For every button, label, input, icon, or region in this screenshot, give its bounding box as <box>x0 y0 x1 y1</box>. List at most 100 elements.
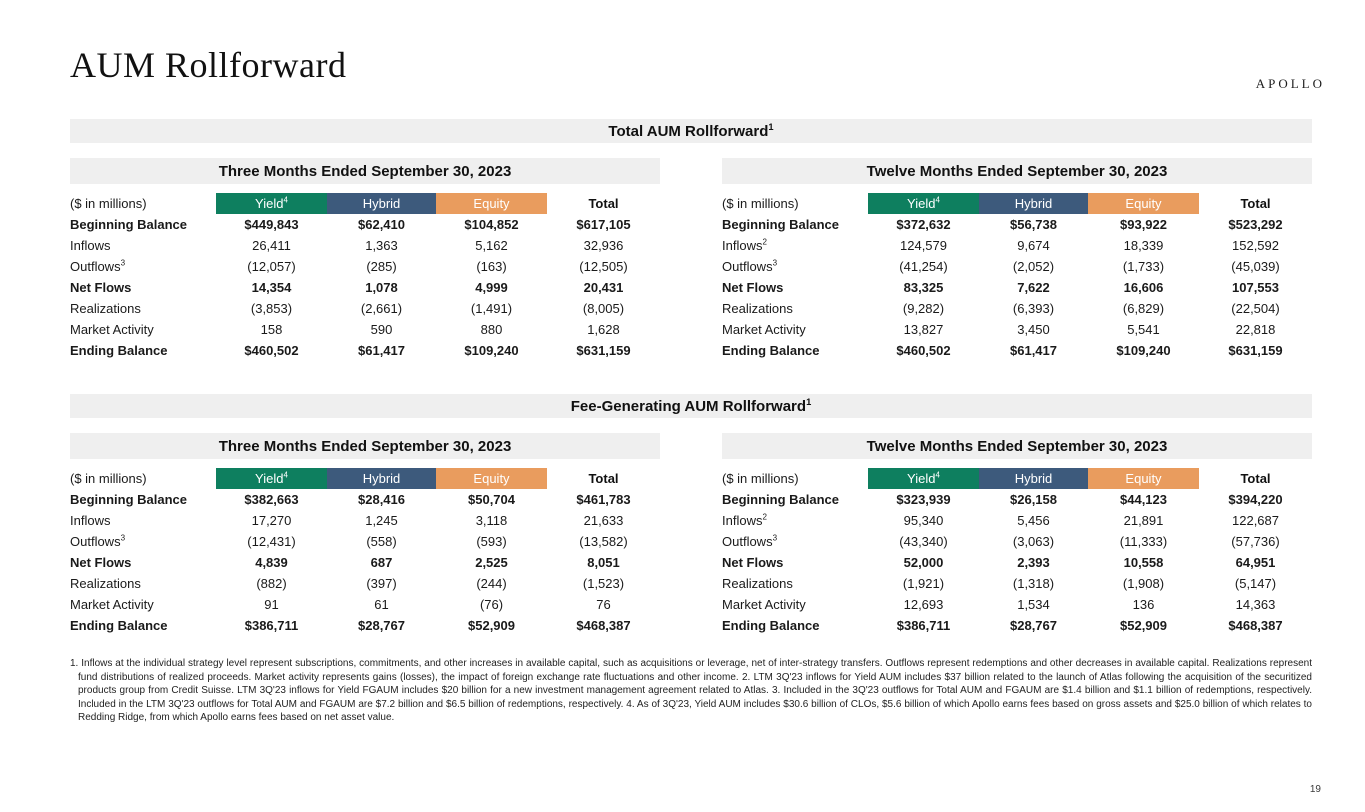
cell-value: $617,105 <box>576 217 631 232</box>
cell-value: $44,123 <box>1120 492 1167 507</box>
cell-value: $631,159 <box>576 343 631 358</box>
table-row: Realizations (3,853) (2,661) (1,491) (8,005) <box>70 298 660 319</box>
cell-value: 83,325 <box>903 280 944 295</box>
column-header: Equity <box>1088 193 1199 214</box>
cell-value: $26,158 <box>1010 492 1057 507</box>
cell-value: 5,456 <box>1017 513 1050 528</box>
row-label: Realizations <box>722 576 793 591</box>
row-label: Realizations <box>722 301 793 316</box>
row-label: Outflows3 <box>722 258 778 274</box>
rollforward-table: ($ in millions) Yield4 Hybrid Equity Total … <box>722 468 1312 636</box>
rollforward-table-block: Three Months Ended September 30, 2023 ($… <box>70 158 660 361</box>
cell-value: $61,417 <box>358 343 405 358</box>
row-label: Beginning Balance <box>70 217 188 232</box>
row-label: Beginning Balance <box>70 492 188 507</box>
table-row: Market Activity 13,827 3,450 5,541 22,818 <box>722 319 1312 340</box>
cell-value: (12,431) <box>247 534 296 549</box>
unit-label: ($ in millions) <box>722 471 799 486</box>
rollforward-table: ($ in millions) Yield4 Hybrid Equity Total … <box>70 468 660 636</box>
cell-value: 5,162 <box>475 238 508 253</box>
column-header: Total <box>588 196 619 211</box>
row-label: Ending Balance <box>722 343 820 358</box>
cell-value: (22,504) <box>1231 301 1280 316</box>
column-header: Equity <box>436 193 547 214</box>
cell-value: (6,393) <box>1012 301 1055 316</box>
cell-value: $61,417 <box>1010 343 1057 358</box>
period-band: Three Months Ended September 30, 2023 <box>70 158 660 184</box>
period-label: Twelve Months Ended September 30, 2023 <box>866 162 1168 180</box>
cell-value: 52,000 <box>903 555 944 570</box>
unit-label: ($ in millions) <box>70 196 147 211</box>
table-row: Net Flows 83,325 7,622 16,606 107,553 <box>722 277 1312 298</box>
cell-value: (11,333) <box>1119 534 1168 549</box>
cell-value: $109,240 <box>464 343 519 358</box>
page-number: 19 <box>1309 784 1321 795</box>
row-label: Market Activity <box>70 597 154 612</box>
rollforward-table-block: Twelve Months Ended September 30, 2023 (… <box>722 433 1312 636</box>
period-band: Twelve Months Ended September 30, 2023 <box>722 433 1312 459</box>
page-title: AUM Rollforward <box>70 45 347 85</box>
cell-value: (6,829) <box>1122 301 1165 316</box>
cell-value: 4,839 <box>255 555 288 570</box>
cell-value: 76 <box>596 597 611 612</box>
cell-value: (1,523) <box>582 576 625 591</box>
rollforward-table-block: Twelve Months Ended September 30, 2023 (… <box>722 158 1312 361</box>
table-row: Ending Balance $386,711 $28,767 $52,909 $468… <box>70 615 660 636</box>
cell-value: (285) <box>366 259 397 274</box>
table-body: Beginning Balance $323,939 $26,158 $44,123 $… <box>722 489 1312 636</box>
cell-value: $631,159 <box>1228 343 1283 358</box>
cell-value: (3,853) <box>250 301 293 316</box>
period-label: Twelve Months Ended September 30, 2023 <box>866 437 1168 455</box>
cell-value: $468,387 <box>1228 618 1283 633</box>
cell-value: (1,733) <box>1122 259 1165 274</box>
row-label: Realizations <box>70 301 141 316</box>
rollforward-table: ($ in millions) Yield4 Hybrid Equity Total … <box>722 193 1312 361</box>
cell-value: (1,921) <box>902 576 945 591</box>
cell-value: 14,363 <box>1235 597 1276 612</box>
section-title-band: Total AUM Rollforward1 <box>70 119 1312 143</box>
cell-value: 7,622 <box>1017 280 1050 295</box>
cell-value: 122,687 <box>1232 513 1279 528</box>
cell-value: 12,693 <box>903 597 944 612</box>
cell-value: (8,005) <box>582 301 625 316</box>
header-row: ($ in millions) Yield4 Hybrid Equity Total <box>722 468 1312 489</box>
unit-label: ($ in millions) <box>70 471 147 486</box>
unit-label: ($ in millions) <box>722 196 799 211</box>
table-row: Realizations (1,921) (1,318) (1,908) (5,147) <box>722 573 1312 594</box>
cell-value: 14,354 <box>251 280 292 295</box>
column-header: Hybrid <box>979 468 1088 489</box>
table-row: Market Activity 12,693 1,534 136 14,363 <box>722 594 1312 615</box>
row-label: Ending Balance <box>70 343 168 358</box>
cell-value: 124,579 <box>900 238 947 253</box>
cell-value: $461,783 <box>576 492 631 507</box>
table-row: Net Flows 52,000 2,393 10,558 64,951 <box>722 552 1312 573</box>
column-header: Hybrid <box>327 193 436 214</box>
row-label: Ending Balance <box>722 618 820 633</box>
cell-value: 8,051 <box>587 555 620 570</box>
cell-value: 136 <box>1132 597 1155 612</box>
cell-value: (593) <box>476 534 507 549</box>
row-label: Inflows2 <box>722 237 767 253</box>
table-row: Outflows3 (41,254) (2,052) (1,733) (45,039) <box>722 256 1312 277</box>
cell-value: 32,936 <box>583 238 624 253</box>
cell-value: (41,254) <box>899 259 948 274</box>
cell-value: 1,534 <box>1017 597 1050 612</box>
footnotes: 1. Inflows at the individual strategy le… <box>70 658 1312 724</box>
table-row: Realizations (882) (397) (244) (1,523) <box>70 573 660 594</box>
cell-value: $109,240 <box>1116 343 1171 358</box>
cell-value: 152,592 <box>1232 238 1279 253</box>
table-body: Beginning Balance $382,663 $28,416 $50,704 $… <box>70 489 660 636</box>
cell-value: $468,387 <box>576 618 631 633</box>
cell-value: $50,704 <box>468 492 515 507</box>
table-row: Market Activity 91 61 (76) 76 <box>70 594 660 615</box>
cell-value: 107,553 <box>1232 280 1279 295</box>
table-row: Inflows2 95,340 5,456 21,891 122,687 <box>722 510 1312 531</box>
cell-value: (43,340) <box>899 534 948 549</box>
section-title: Total AUM Rollforward1 <box>608 122 773 140</box>
cell-value: (244) <box>476 576 507 591</box>
row-label: Market Activity <box>722 597 806 612</box>
cell-value: 91 <box>264 597 279 612</box>
cell-value: $52,909 <box>468 618 515 633</box>
table-row: Beginning Balance $323,939 $26,158 $44,123 $… <box>722 489 1312 510</box>
cell-value: 4,999 <box>475 280 508 295</box>
